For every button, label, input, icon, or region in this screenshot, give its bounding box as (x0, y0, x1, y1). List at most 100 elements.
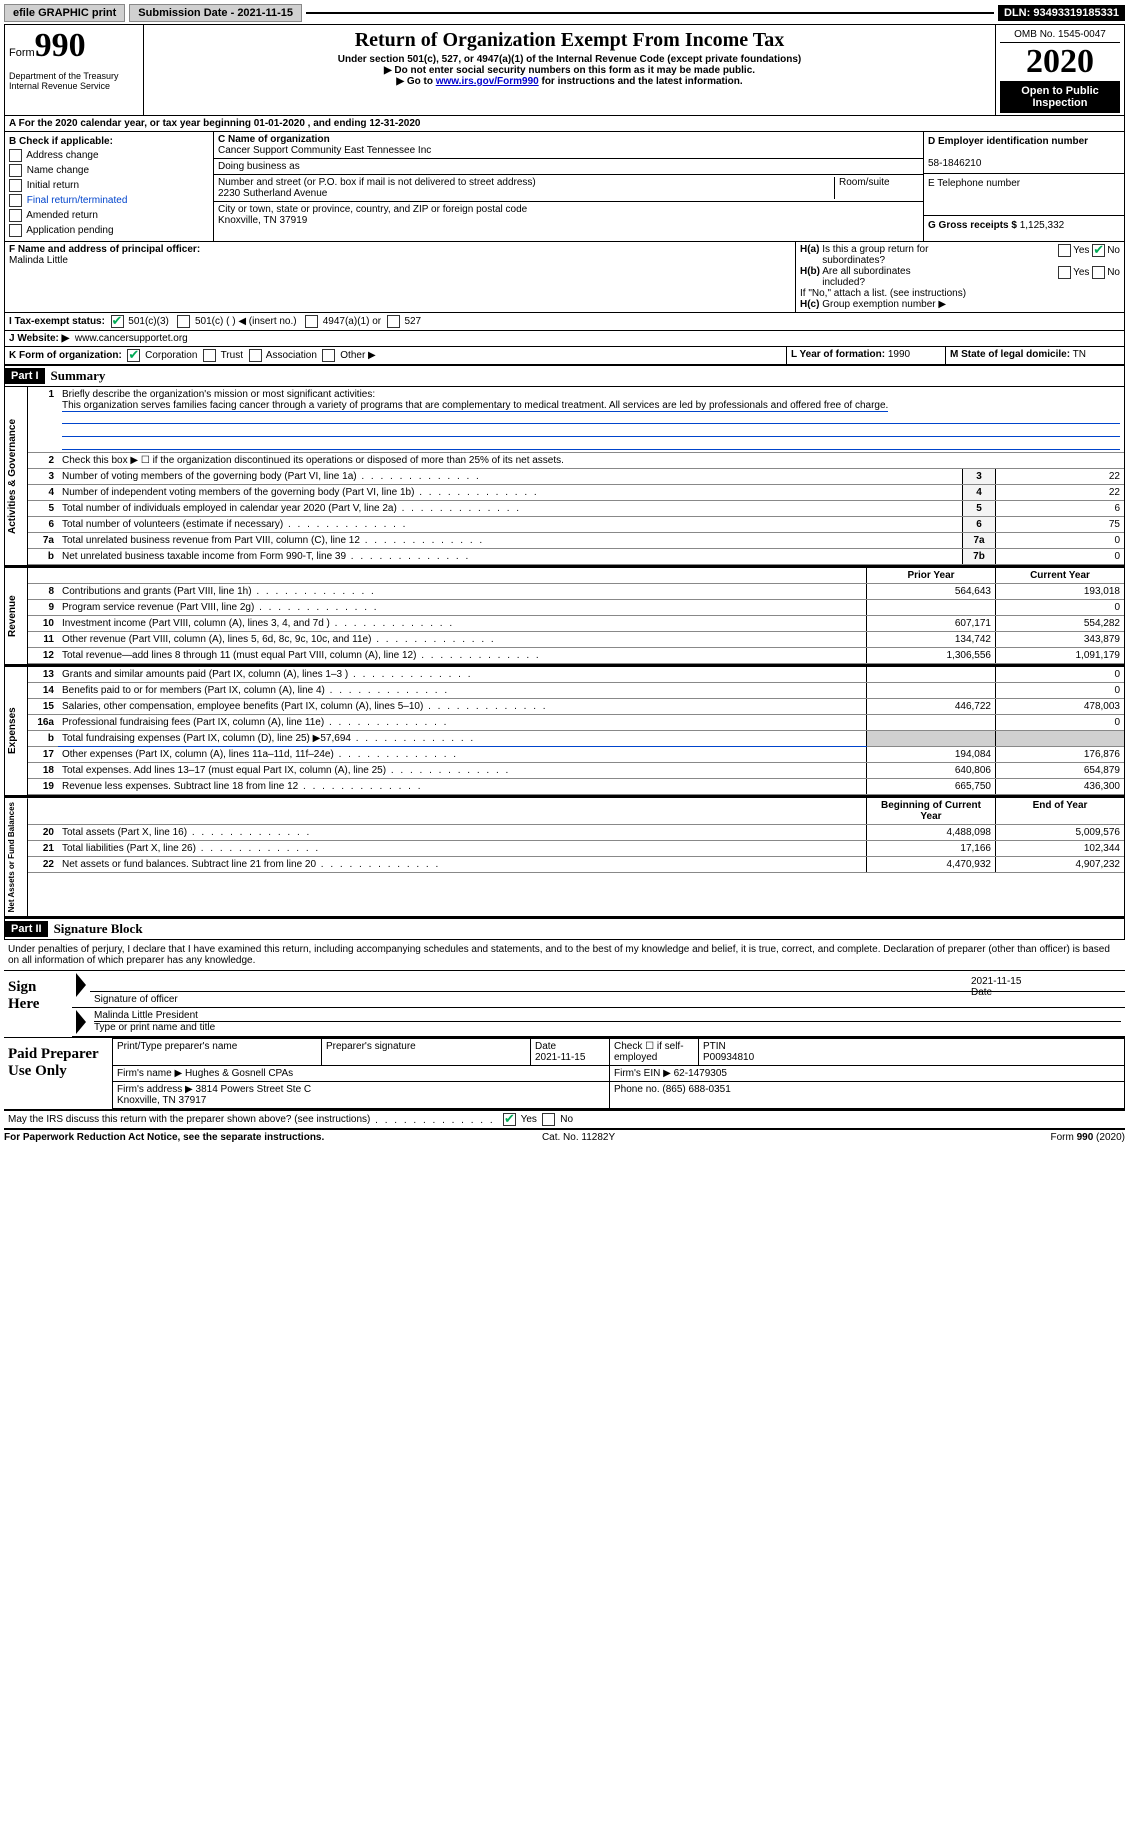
m-val: TN (1073, 349, 1086, 360)
table-row: 22Net assets or fund balances. Subtract … (28, 857, 1124, 873)
b-opt-4: Amended return (26, 210, 98, 221)
table-row: 18Total expenses. Add lines 13–17 (must … (28, 763, 1124, 779)
phone-label: Phone no. (614, 1084, 660, 1095)
prep-sig-label: Preparer's signature (326, 1041, 416, 1052)
part1-body: Activities & Governance 1 Briefly descri… (4, 387, 1125, 566)
part1-rev: Revenue Prior YearCurrent Year 8Contribu… (4, 566, 1125, 665)
b-opt-5: Application pending (26, 225, 113, 236)
table-row: 9Program service revenue (Part VIII, lin… (28, 600, 1124, 616)
arrow-icon-2 (76, 1010, 86, 1034)
cb-assoc[interactable] (249, 349, 262, 362)
name-title-val: Malinda Little President (94, 1010, 1121, 1022)
cb-irs-yes[interactable] (503, 1113, 516, 1126)
l-label: L Year of formation: (791, 349, 885, 360)
b-opt-0: Address change (26, 150, 98, 161)
k-opt-3: Other ▶ (340, 350, 375, 361)
irs-no: No (560, 1115, 573, 1126)
i-label: I Tax-exempt status: (9, 316, 105, 327)
dept-label: Department of the Treasury (9, 71, 139, 81)
l-val: 1990 (888, 349, 910, 360)
firm-name-label: Firm's name ▶ (117, 1068, 182, 1079)
part1-exp: Expenses 13Grants and similar amounts pa… (4, 665, 1125, 796)
form-header: Form990 Department of the Treasury Inter… (4, 24, 1125, 116)
efile-button[interactable]: efile GRAPHIC print (4, 4, 125, 22)
irs-link[interactable]: www.irs.gov/Form990 (436, 76, 539, 87)
table-row: 10Investment income (Part VIII, column (… (28, 616, 1124, 632)
city-label: City or town, state or province, country… (218, 204, 527, 215)
b-title: B Check if applicable: (9, 136, 209, 147)
cb-501c[interactable] (177, 315, 190, 328)
table-row: 20Total assets (Part X, line 16)4,488,09… (28, 825, 1124, 841)
i-opt-3: 527 (404, 316, 421, 327)
part1-label: Part I (5, 368, 45, 384)
table-row: 21Total liabilities (Part X, line 26)17,… (28, 841, 1124, 857)
part2-title: Signature Block (48, 919, 149, 939)
cb-address-change[interactable] (9, 149, 22, 162)
sig-officer-label: Signature of officer (94, 994, 178, 1005)
j-label: J Website: ▶ (9, 333, 69, 344)
table-row: 7aTotal unrelated business revenue from … (28, 533, 1124, 549)
cb-corp[interactable] (127, 349, 140, 362)
table-row: bNet unrelated business taxable income f… (28, 549, 1124, 565)
firm-addr-label: Firm's address ▶ (117, 1084, 193, 1095)
i-opt-2: 4947(a)(1) or (323, 316, 381, 327)
table-row: 5Total number of individuals employed in… (28, 501, 1124, 517)
form-note1: ▶ Do not enter social security numbers o… (148, 65, 991, 76)
vlabel-net: Net Assets or Fund Balances (5, 798, 28, 916)
row-klm: K Form of organization: Corporation Trus… (4, 347, 1125, 365)
b-opt-3: Final return/terminated (27, 195, 128, 206)
line1-label: Briefly describe the organization's miss… (62, 389, 375, 400)
ptin-val: P00934810 (703, 1052, 754, 1063)
firm-name-val: Hughes & Gosnell CPAs (185, 1068, 293, 1079)
col-eoy: End of Year (996, 798, 1125, 825)
paid-prep-label: Paid Preparer Use Only (4, 1038, 112, 1109)
note2-post: for instructions and the latest informat… (539, 76, 743, 87)
ha-no: No (1107, 245, 1120, 256)
k-opt-2: Association (266, 350, 317, 361)
table-row: 12Total revenue—add lines 8 through 11 (… (28, 648, 1124, 664)
part2-header: Part II Signature Block (4, 917, 1125, 940)
vlabel-rev: Revenue (5, 568, 28, 664)
prep-date-label: Date (535, 1041, 556, 1052)
cb-amended[interactable] (9, 209, 22, 222)
cb-app-pending[interactable] (9, 224, 22, 237)
open-inspection: Open to Public Inspection (1000, 81, 1120, 113)
submission-date-button[interactable]: Submission Date - 2021-11-15 (129, 4, 302, 22)
table-row: 6Total number of volunteers (estimate if… (28, 517, 1124, 533)
cb-ha-yes[interactable] (1058, 244, 1071, 257)
hb-yes: Yes (1073, 267, 1089, 278)
cb-trust[interactable] (203, 349, 216, 362)
cat-no: Cat. No. 11282Y (542, 1132, 615, 1143)
part2-label: Part II (5, 921, 48, 937)
i-opt-1: 501(c) ( ) ◀ (insert no.) (195, 316, 297, 327)
org-name: Cancer Support Community East Tennessee … (218, 145, 431, 156)
cb-4947[interactable] (305, 315, 318, 328)
vlabel-gov: Activities & Governance (5, 387, 28, 565)
cb-irs-no[interactable] (542, 1113, 555, 1126)
ein-val: 58-1846210 (928, 158, 981, 169)
e-label: E Telephone number (928, 178, 1020, 189)
cb-527[interactable] (387, 315, 400, 328)
cb-initial[interactable] (9, 179, 22, 192)
cb-final[interactable] (9, 194, 22, 207)
paid-preparer-block: Paid Preparer Use Only Print/Type prepar… (4, 1037, 1125, 1111)
table-row: 11Other revenue (Part VIII, column (A), … (28, 632, 1124, 648)
tax-year: 2020 (1000, 43, 1120, 81)
cb-hb-yes[interactable] (1058, 266, 1071, 279)
row-i: I Tax-exempt status: 501(c)(3) 501(c) ( … (4, 313, 1125, 331)
section-bcdeg: B Check if applicable: Address change Na… (4, 132, 1125, 242)
cb-ha-no[interactable] (1092, 244, 1105, 257)
col-current: Current Year (996, 568, 1125, 584)
k-label: K Form of organization: (9, 350, 122, 361)
cb-name-change[interactable] (9, 164, 22, 177)
row-fh: F Name and address of principal officer:… (4, 242, 1125, 313)
k-opt-1: Trust (221, 350, 243, 361)
cb-other[interactable] (322, 349, 335, 362)
part1-header: Part I Summary (4, 365, 1125, 387)
g-label: G Gross receipts $ (928, 220, 1017, 231)
table-row: 15Salaries, other compensation, employee… (28, 699, 1124, 715)
top-bar: efile GRAPHIC print Submission Date - 20… (4, 4, 1125, 22)
cb-hb-no[interactable] (1092, 266, 1105, 279)
c-label: C Name of organization (218, 134, 330, 145)
cb-501c3[interactable] (111, 315, 124, 328)
